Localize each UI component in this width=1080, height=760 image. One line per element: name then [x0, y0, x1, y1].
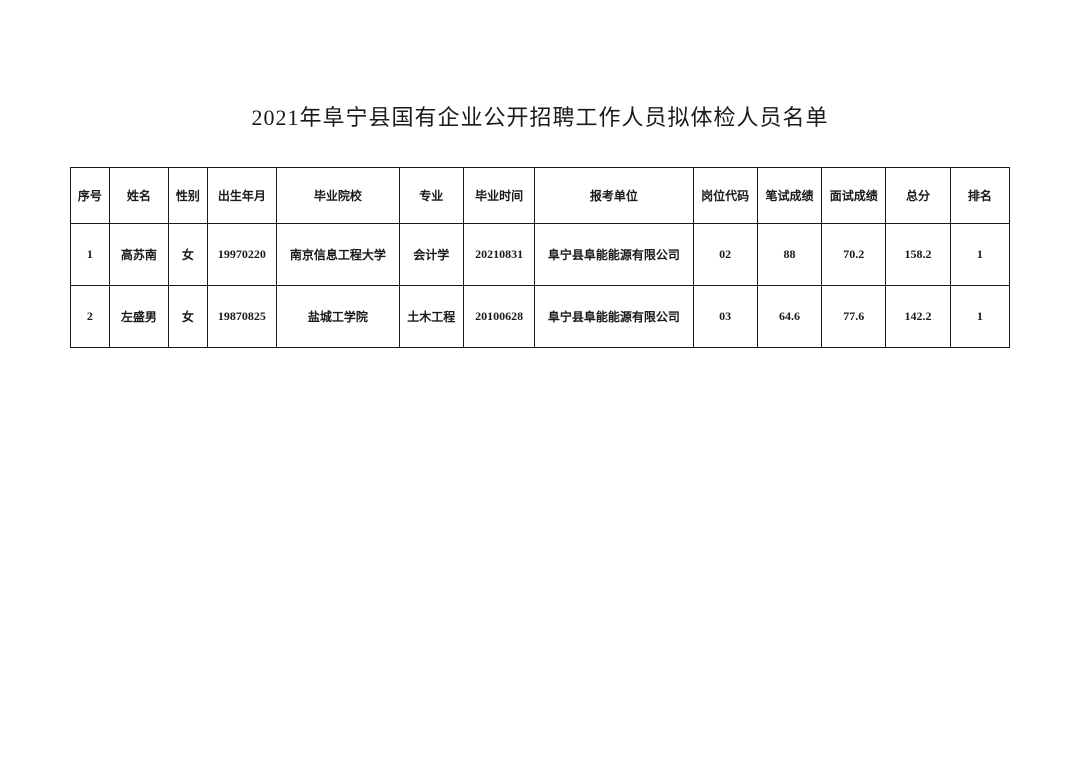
cell-rank: 1 [950, 224, 1009, 286]
table-header-row: 序号 姓名 性别 出生年月 毕业院校 专业 毕业时间 报考单位 岗位代码 笔试成… [71, 168, 1010, 224]
col-header-gradtime: 毕业时间 [463, 168, 534, 224]
cell-interview: 70.2 [822, 224, 886, 286]
col-header-gender: 性别 [168, 168, 207, 224]
cell-gender: 女 [168, 286, 207, 348]
col-header-interview: 面试成绩 [822, 168, 886, 224]
cell-birth: 19870825 [207, 286, 276, 348]
col-header-poscode: 岗位代码 [693, 168, 757, 224]
cell-poscode: 03 [693, 286, 757, 348]
cell-gender: 女 [168, 224, 207, 286]
col-header-school: 毕业院校 [277, 168, 399, 224]
cell-total: 158.2 [886, 224, 950, 286]
cell-school: 南京信息工程大学 [277, 224, 399, 286]
col-header-major: 专业 [399, 168, 463, 224]
col-header-unit: 报考单位 [535, 168, 693, 224]
table-row: 1 高苏南 女 19970220 南京信息工程大学 会计学 20210831 阜… [71, 224, 1010, 286]
col-header-rank: 排名 [950, 168, 1009, 224]
cell-unit: 阜宁县阜能能源有限公司 [535, 286, 693, 348]
col-header-total: 总分 [886, 168, 950, 224]
cell-major: 会计学 [399, 224, 463, 286]
cell-gradtime: 20210831 [463, 224, 534, 286]
cell-interview: 77.6 [822, 286, 886, 348]
table-row: 2 左盛男 女 19870825 盐城工学院 土木工程 20100628 阜宁县… [71, 286, 1010, 348]
cell-name: 左盛男 [109, 286, 168, 348]
cell-name: 高苏南 [109, 224, 168, 286]
col-header-seq: 序号 [71, 168, 110, 224]
col-header-name: 姓名 [109, 168, 168, 224]
page-title: 2021年阜宁县国有企业公开招聘工作人员拟体检人员名单 [70, 100, 1010, 132]
cell-seq: 2 [71, 286, 110, 348]
data-table: 序号 姓名 性别 出生年月 毕业院校 专业 毕业时间 报考单位 岗位代码 笔试成… [70, 167, 1010, 348]
cell-poscode: 02 [693, 224, 757, 286]
cell-birth: 19970220 [207, 224, 276, 286]
col-header-written: 笔试成绩 [757, 168, 821, 224]
cell-school: 盐城工学院 [277, 286, 399, 348]
cell-unit: 阜宁县阜能能源有限公司 [535, 224, 693, 286]
col-header-birth: 出生年月 [207, 168, 276, 224]
cell-written: 64.6 [757, 286, 821, 348]
cell-rank: 1 [950, 286, 1009, 348]
cell-major: 土木工程 [399, 286, 463, 348]
cell-total: 142.2 [886, 286, 950, 348]
cell-written: 88 [757, 224, 821, 286]
cell-seq: 1 [71, 224, 110, 286]
cell-gradtime: 20100628 [463, 286, 534, 348]
